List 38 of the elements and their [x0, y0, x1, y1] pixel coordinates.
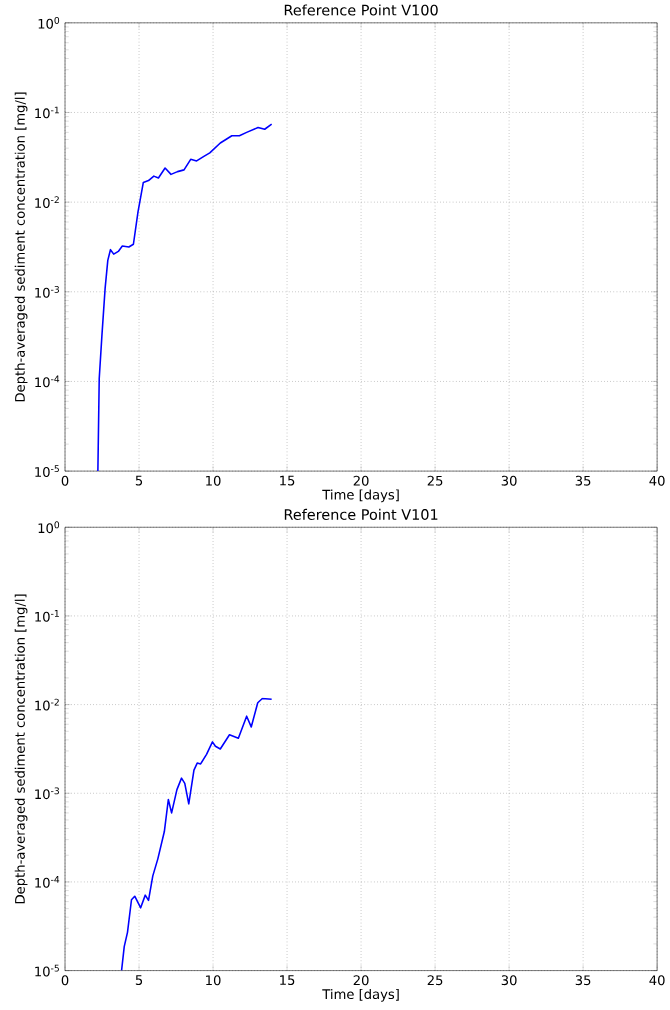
x-tick-label: 30 [501, 975, 517, 986]
x-tick-label: 10 [206, 475, 221, 486]
y-tick-label: 10$^{-2}$ [35, 196, 59, 209]
y-axis-title: Depth-averaged sediment concentration [mg/l] [14, 92, 28, 402]
y-tick-label: 10$^{-4}$ [35, 375, 60, 388]
x-tick-label: 20 [353, 475, 369, 486]
x-tick-label: 25 [427, 975, 443, 986]
y-axis-title: Depth-averaged sediment concentration [mg/l] [14, 594, 28, 904]
y-tick-label: 10$^{-4}$ [35, 876, 60, 888]
y-tick-label: 10$^{-2}$ [35, 698, 59, 711]
line-series [97, 123, 273, 472]
x-tick-label: 0 [61, 975, 69, 986]
x-tick-label: 15 [280, 975, 295, 985]
x-axis-title: Time [days] [322, 489, 399, 503]
x-tick-label: 40 [649, 475, 665, 486]
chart-title: Reference Point V101 [284, 508, 438, 520]
y-tick-label: 10$^{-1}$ [35, 610, 59, 622]
x-tick-label: 0 [61, 475, 69, 486]
x-tick-label: 25 [427, 475, 443, 486]
chart-title: Reference Point V100 [284, 4, 438, 16]
x-tick-label: 40 [649, 975, 665, 986]
x-axis-title: Time [days] [322, 988, 399, 1002]
x-tick-label: 5 [135, 975, 143, 985]
y-tick-label: 10$^{-5}$ [35, 964, 59, 977]
x-tick-label: 35 [575, 475, 591, 486]
y-tick-label: 10$^{0}$ [38, 16, 60, 29]
y-tick-label: 10$^{-3}$ [35, 787, 60, 800]
x-tick-label: 30 [501, 475, 517, 486]
y-tick-label: 10$^{0}$ [38, 521, 60, 534]
x-tick-label: 5 [135, 475, 143, 486]
x-tick-label: 20 [353, 975, 369, 986]
x-tick-label: 15 [280, 475, 295, 486]
x-tick-label: 10 [206, 975, 221, 986]
y-tick-label: 10$^{-5}$ [35, 465, 59, 477]
y-tick-label: 10$^{-1}$ [35, 106, 59, 119]
y-tick-label: 10$^{-3}$ [35, 285, 60, 298]
x-tick-label: 35 [575, 975, 591, 986]
line-series [120, 697, 273, 971]
